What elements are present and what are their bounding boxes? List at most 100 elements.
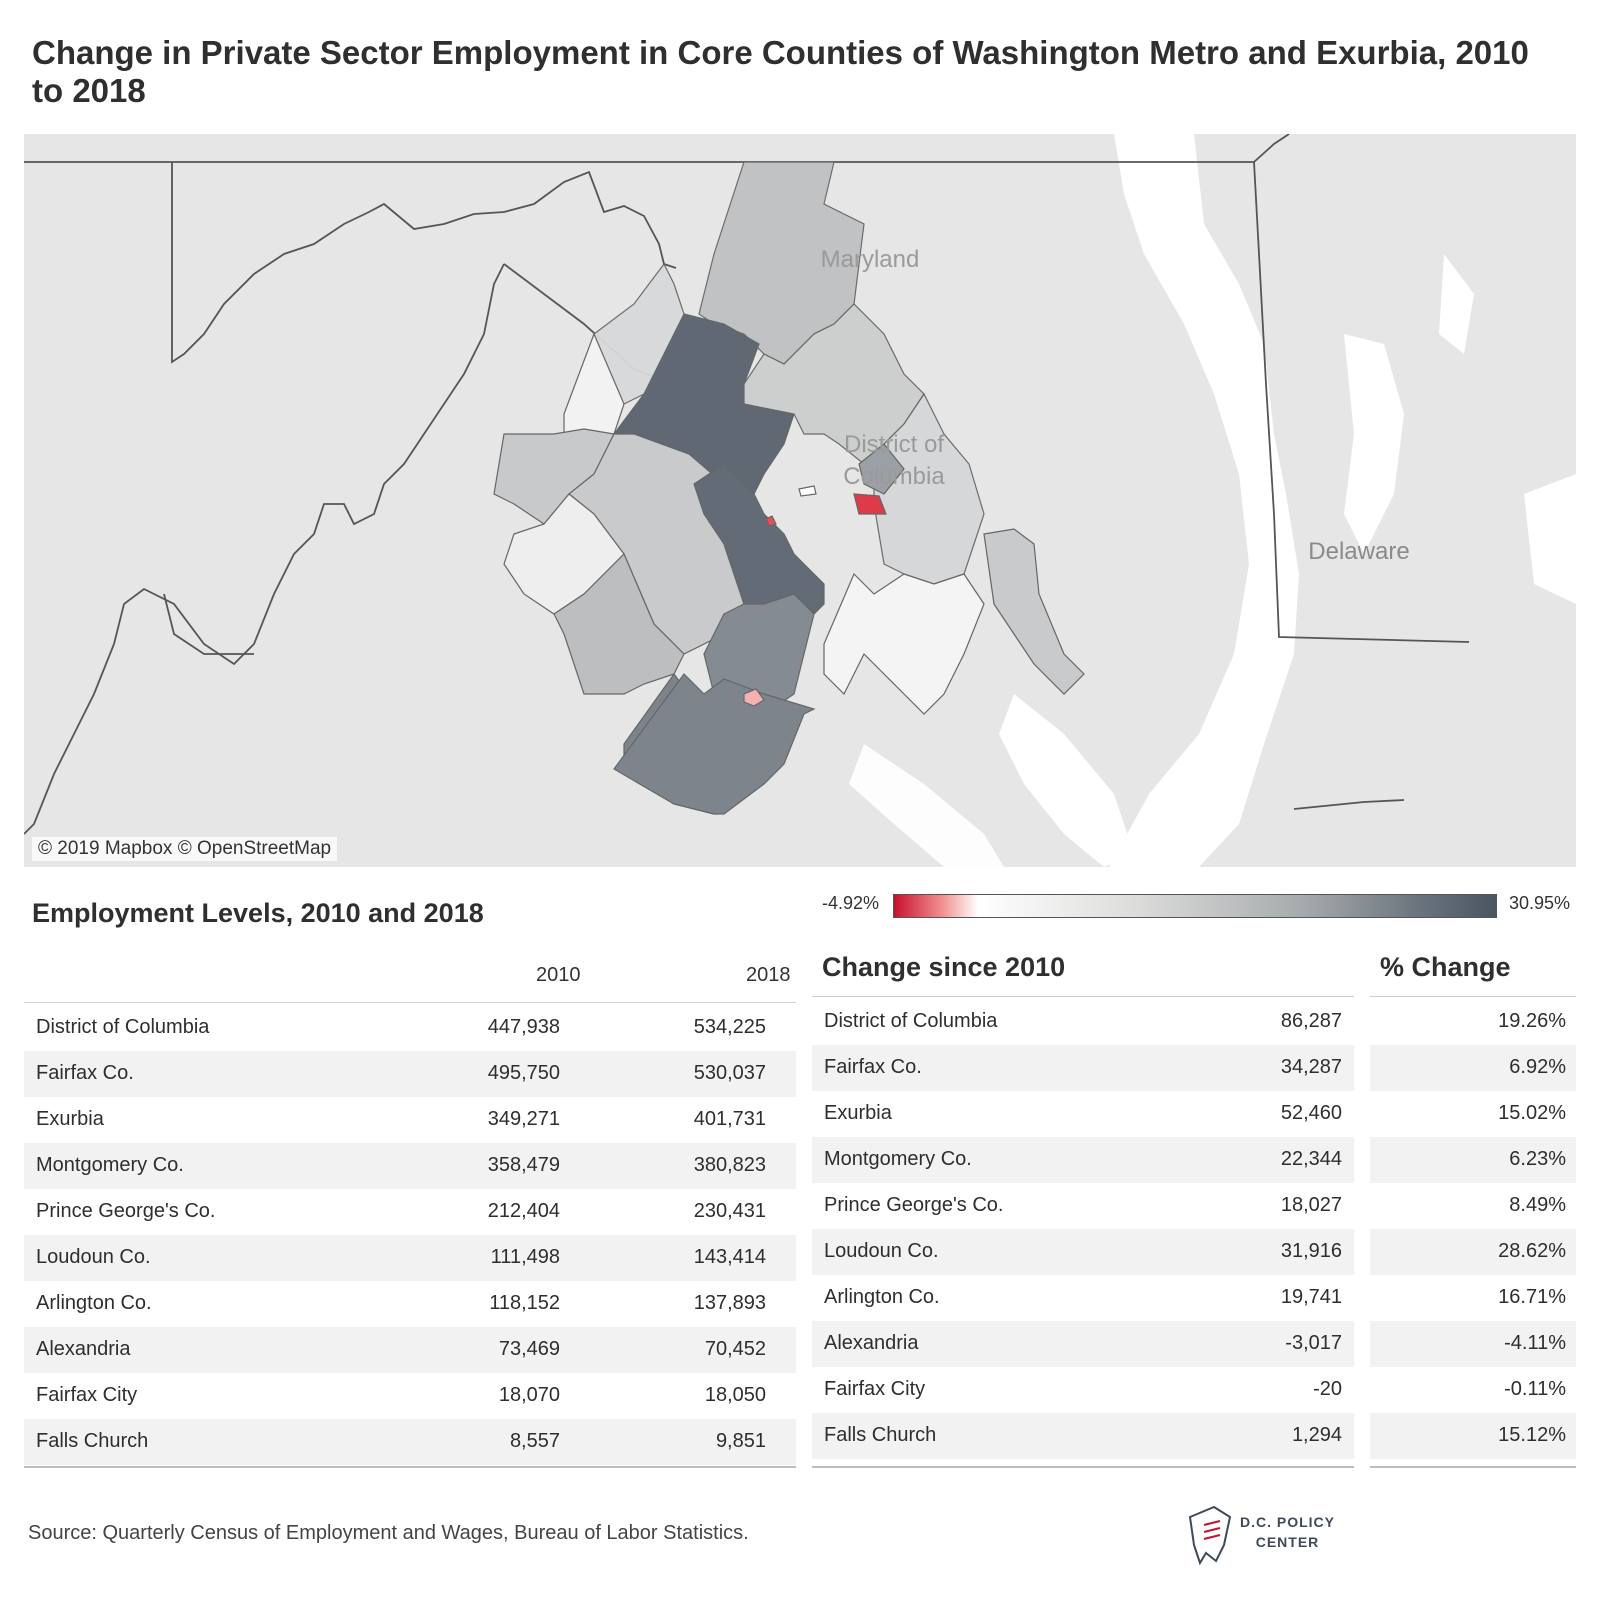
row-name: Fairfax Co. bbox=[824, 1056, 922, 1078]
color-legend-bar bbox=[893, 894, 1497, 918]
value-2018: 9,851 bbox=[715, 1430, 766, 1452]
change-value: -20 bbox=[1313, 1378, 1342, 1400]
value-2010: 495,750 bbox=[487, 1062, 560, 1084]
row-name: Arlington Co. bbox=[36, 1292, 152, 1314]
row-name: District of Columbia bbox=[824, 1010, 998, 1032]
change-table-title: Change since 2010 bbox=[822, 952, 1066, 982]
map-canvas[interactable]: Maryland District of Columbia Delaware bbox=[24, 134, 1576, 867]
pct-change-title: % Change bbox=[1380, 952, 1511, 982]
logo-line1: D.C. POLICY bbox=[1240, 1514, 1336, 1530]
pct-bottom-rule bbox=[1370, 1466, 1576, 1468]
levels-table-row: Alexandria 73,469 70,452 bbox=[24, 1327, 796, 1373]
change-value: 52,460 bbox=[1280, 1102, 1342, 1124]
row-name: Alexandria bbox=[824, 1332, 919, 1354]
row-name: Fairfax City bbox=[824, 1378, 926, 1400]
pct-change-row: 15.12% bbox=[1370, 1413, 1576, 1459]
pct-change-row: 8.49% bbox=[1370, 1183, 1576, 1229]
county-spotsylvania[interactable] bbox=[613, 673, 816, 815]
legend-max-label: 30.95% bbox=[1509, 893, 1571, 913]
levels-bottom-rule bbox=[24, 1466, 796, 1468]
pct-change-row: -4.11% bbox=[1370, 1321, 1576, 1367]
county-stafford-west[interactable] bbox=[553, 552, 685, 695]
levels-table-row: District of Columbia 447,938 534,225 bbox=[24, 1005, 796, 1051]
value-2018: 137,893 bbox=[693, 1292, 766, 1314]
logo-line2: CENTER bbox=[1255, 1534, 1320, 1550]
change-value: 18,027 bbox=[1280, 1194, 1342, 1216]
map-attribution[interactable]: © 2019 Mapbox © OpenStreetMap bbox=[32, 837, 338, 861]
value-2018: 18,050 bbox=[704, 1384, 766, 1406]
value-2010: 447,938 bbox=[487, 1016, 560, 1038]
county-charles[interactable] bbox=[823, 572, 985, 715]
pct-value: 15.12% bbox=[1498, 1424, 1566, 1446]
dc-policy-center-logo-icon bbox=[1188, 1505, 1232, 1566]
pct-value: 6.92% bbox=[1509, 1056, 1566, 1078]
value-2018: 70,452 bbox=[704, 1338, 766, 1360]
legend-min-label: -4.92% bbox=[822, 893, 880, 913]
pct-value: -0.11% bbox=[1504, 1378, 1566, 1400]
pct-value: 8.49% bbox=[1509, 1194, 1566, 1216]
district-of-columbia[interactable] bbox=[858, 443, 905, 495]
change-table-row: Prince George's Co. 18,027 bbox=[812, 1183, 1354, 1229]
value-2018: 530,037 bbox=[693, 1062, 766, 1084]
logo-text: D.C. POLICY CENTER bbox=[1240, 1512, 1335, 1552]
change-table-row: Fairfax City -20 bbox=[812, 1367, 1354, 1413]
row-name: Prince George's Co. bbox=[36, 1200, 216, 1222]
pct-change-row: 15.02% bbox=[1370, 1091, 1576, 1137]
value-2018: 143,414 bbox=[693, 1246, 766, 1268]
pct-value: -4.11% bbox=[1504, 1332, 1566, 1354]
row-name: District of Columbia bbox=[36, 1016, 210, 1038]
col-head-2010: 2010 bbox=[536, 964, 581, 986]
levels-table-row: Loudoun Co. 111,498 143,414 bbox=[24, 1235, 796, 1281]
choropleth-map[interactable]: Maryland District of Columbia Delaware ©… bbox=[24, 134, 1576, 867]
change-table-row: Exurbia 52,460 bbox=[812, 1091, 1354, 1137]
value-2010: 212,404 bbox=[487, 1200, 560, 1222]
page-title: Change in Private Sector Employment in C… bbox=[32, 34, 1529, 109]
value-2018: 230,431 bbox=[693, 1200, 766, 1222]
district-label-line1: District of bbox=[844, 431, 944, 458]
change-table-row: Alexandria -3,017 bbox=[812, 1321, 1354, 1367]
value-2018: 401,731 bbox=[693, 1108, 766, 1130]
row-name: Falls Church bbox=[36, 1430, 149, 1452]
city-falls-church[interactable] bbox=[743, 688, 765, 707]
row-name: Loudoun Co. bbox=[36, 1246, 151, 1268]
pct-value: 19.26% bbox=[1498, 1010, 1566, 1032]
row-name: Exurbia bbox=[36, 1108, 104, 1130]
row-name: Fairfax City bbox=[36, 1384, 138, 1406]
delaware-label: Delaware bbox=[1308, 538, 1409, 565]
county-howard-annearundel[interactable] bbox=[983, 528, 1085, 695]
county-polygons[interactable] bbox=[493, 161, 1085, 815]
value-2010: 18,070 bbox=[498, 1384, 560, 1406]
row-name: Falls Church bbox=[824, 1424, 937, 1446]
county-arlington[interactable] bbox=[853, 493, 887, 515]
pct-value: 15.02% bbox=[1498, 1102, 1566, 1124]
levels-header-divider bbox=[24, 1002, 796, 1003]
levels-table-title: Employment Levels, 2010 and 2018 bbox=[32, 898, 484, 928]
pct-change-row: 6.92% bbox=[1370, 1045, 1576, 1091]
change-table-row: Fairfax Co. 34,287 bbox=[812, 1045, 1354, 1091]
pct-value: 16.71% bbox=[1498, 1286, 1566, 1308]
county-loudoun[interactable] bbox=[612, 313, 795, 495]
row-name: Alexandria bbox=[36, 1338, 131, 1360]
change-value: 31,916 bbox=[1280, 1240, 1342, 1262]
levels-table-row: Falls Church 8,557 9,851 bbox=[24, 1419, 796, 1465]
levels-table-row: Montgomery Co. 358,479 380,823 bbox=[24, 1143, 796, 1189]
row-name: Montgomery Co. bbox=[36, 1154, 184, 1176]
row-name: Arlington Co. bbox=[824, 1286, 940, 1308]
levels-table-row: Prince George's Co. 212,404 230,431 bbox=[24, 1189, 796, 1235]
change-value: 22,344 bbox=[1280, 1148, 1342, 1170]
pct-value: 6.23% bbox=[1509, 1148, 1566, 1170]
city-fairfax[interactable] bbox=[765, 515, 777, 527]
pct-change-row: 6.23% bbox=[1370, 1137, 1576, 1183]
levels-table-row: Fairfax City 18,070 18,050 bbox=[24, 1373, 796, 1419]
city-alexandria[interactable] bbox=[798, 485, 817, 497]
value-2010: 73,469 bbox=[498, 1338, 560, 1360]
district-label-line2: Columbia bbox=[843, 463, 945, 490]
col-head-2018: 2018 bbox=[746, 964, 791, 986]
change-table-row: Falls Church 1,294 bbox=[812, 1413, 1354, 1459]
change-value: 86,287 bbox=[1280, 1010, 1342, 1032]
row-name: Fairfax Co. bbox=[36, 1062, 134, 1084]
value-2010: 349,271 bbox=[487, 1108, 560, 1130]
levels-table-row: Arlington Co. 118,152 137,893 bbox=[24, 1281, 796, 1327]
pct-change-row: 28.62% bbox=[1370, 1229, 1576, 1275]
value-2018: 380,823 bbox=[693, 1154, 766, 1176]
